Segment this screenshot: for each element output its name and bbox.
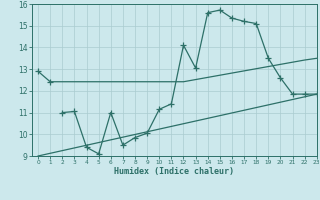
X-axis label: Humidex (Indice chaleur): Humidex (Indice chaleur) [115,167,234,176]
